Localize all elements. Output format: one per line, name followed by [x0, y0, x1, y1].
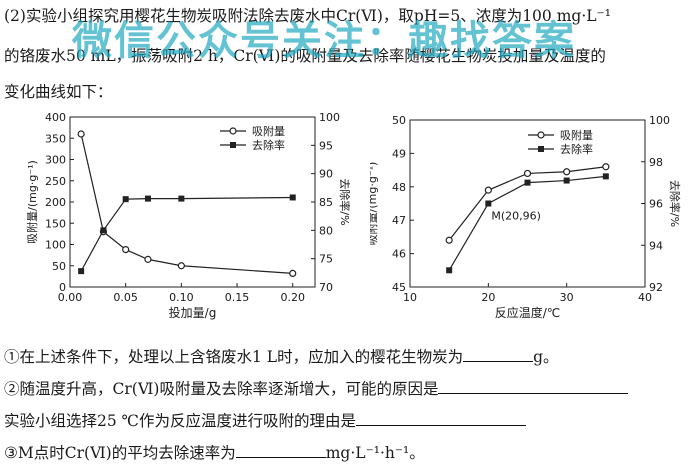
y-left-tick-label: 400: [45, 111, 66, 124]
data-point: [602, 173, 609, 180]
y-left-axis-label: 吸附量/(mg·g⁻¹): [370, 162, 379, 246]
data-point: [445, 236, 453, 244]
x-tick-label: 10: [403, 291, 417, 304]
y-left-tick-label: 45: [392, 281, 406, 294]
legend-marker: [229, 127, 237, 135]
data-point: [177, 262, 185, 270]
y-right-tick-label: 70: [319, 281, 333, 294]
data-point: [100, 227, 107, 234]
watermark: 微信公众号关注：趣找答案: [72, 18, 576, 64]
question-3-unit: mg·L⁻¹·h⁻¹。: [325, 444, 425, 462]
y-left-tick-label: 46: [392, 248, 406, 261]
y-left-tick-label: 47: [392, 214, 406, 227]
data-point: [144, 195, 151, 202]
y-right-tick-label: 94: [649, 239, 663, 252]
chart-dosage: 0.00 0.05 0.10 0.15 0.20 0 50 100 150 200 250 300 35…: [25, 111, 350, 320]
y-left-tick-label: 350: [45, 132, 66, 145]
y-left-tick-label: 100: [45, 239, 66, 252]
question-1-text: ①在上述条件下，处理以上含铬废水1 L时，应加入的樱花生物炭为: [4, 348, 464, 366]
data-point: [77, 130, 85, 138]
data-point: [122, 196, 129, 203]
y-right-tick-label: 75: [319, 253, 333, 266]
x-tick-label: 0.15: [225, 291, 250, 304]
data-point: [289, 194, 296, 201]
y-left-tick-label: 49: [392, 147, 406, 160]
legend-label: 吸附量: [560, 128, 593, 142]
y-right-tick-label: 100: [319, 111, 340, 124]
question-2-text: ②随温度升高，Cr(Ⅵ)吸附量及去除率逐渐增大，可能的原因是: [4, 380, 439, 398]
problem-line-3: 变化曲线如下：: [4, 83, 113, 101]
y-left-tick-label: 200: [45, 196, 66, 209]
y-right-tick-label: 100: [649, 114, 670, 127]
y-right-tick-label: 90: [319, 168, 333, 181]
x-tick-label: 0.00: [58, 291, 83, 304]
y-left-tick-label: 300: [45, 154, 66, 167]
answer-blank-4[interactable]: [235, 442, 326, 458]
data-point: [485, 200, 492, 207]
y-right-axis-label: 去除率/%: [668, 180, 682, 227]
x-tick-label: 40: [638, 291, 652, 304]
answer-blank-2[interactable]: [438, 378, 629, 394]
y-right-tick-label: 95: [319, 139, 333, 152]
y-right-axis-label: 去除率/%: [338, 178, 350, 225]
annotation-m: M(20,96): [491, 210, 541, 223]
y-left-axis-label: 吸附量/(mg·g⁻¹): [25, 160, 39, 244]
answer-blank-1[interactable]: [463, 346, 534, 362]
data-point: [563, 168, 571, 176]
data-point: [563, 177, 570, 184]
question-3: ③M点时Cr(Ⅵ)的平均去除速率为 mg·L⁻¹·h⁻¹。: [4, 441, 425, 463]
y-left-tick-label: 250: [45, 175, 66, 188]
data-point: [289, 269, 297, 277]
legend-label: 去除率: [252, 138, 285, 152]
x-tick-label: 20: [481, 291, 495, 304]
y-right-tick-label: 98: [649, 156, 663, 169]
data-point: [446, 267, 453, 274]
question-2b: 实验小组选择25 ℃作为反应温度进行吸附的理由是: [4, 409, 526, 431]
legend-marker: [230, 142, 236, 148]
series-line-去除率: [80, 196, 293, 272]
question-2b-text: 实验小组选择25 ℃作为反应温度进行吸附的理由是: [4, 412, 356, 430]
y-right-tick-label: 96: [649, 198, 663, 211]
data-point: [524, 179, 531, 186]
series-line-去除率: [448, 175, 606, 271]
x-axis-label: 反应温度/℃: [495, 305, 561, 320]
data-point: [602, 163, 610, 171]
y-left-tick-label: 48: [392, 181, 406, 194]
x-axis-label: 投加量/g: [169, 305, 217, 320]
y-right-tick-label: 85: [319, 196, 333, 209]
data-point: [178, 195, 185, 202]
plot-frame: [409, 119, 646, 288]
data-point: [122, 246, 130, 254]
legend-label: 吸附量: [252, 124, 285, 138]
y-left-tick-label: 0: [59, 281, 66, 294]
legend-marker: [538, 146, 544, 152]
x-tick-label: 0.20: [280, 291, 305, 304]
x-tick-label: 0.10: [169, 291, 194, 304]
data-point: [484, 186, 492, 194]
y-left-tick-label: 50: [52, 260, 66, 273]
y-left-tick-label: 150: [45, 217, 66, 230]
data-point: [78, 268, 85, 275]
answer-blank-3[interactable]: [356, 410, 526, 426]
data-point: [144, 255, 152, 263]
legend-label: 去除率: [560, 142, 593, 156]
x-tick-label: 0.05: [113, 291, 138, 304]
series-line-吸附量: [80, 133, 293, 274]
legend-marker: [537, 131, 545, 139]
data-point: [523, 169, 532, 178]
x-tick-label: 30: [560, 291, 574, 304]
question-1: ①在上述条件下，处理以上含铬废水1 L时，应加入的樱花生物炭为 g。: [4, 345, 559, 367]
question-3-text: ③M点时Cr(Ⅵ)的平均去除速率为: [4, 444, 236, 462]
y-right-tick-label: 80: [319, 224, 333, 237]
problem-line-2: 的铬废水50 mL，振荡吸附2 h，Cr(Ⅵ)的吸附量及去除率随樱花生物炭投加量…: [4, 47, 606, 65]
y-right-tick-label: 92: [649, 281, 663, 294]
question-2: ②随温度升高，Cr(Ⅵ)吸附量及去除率逐渐增大，可能的原因是: [4, 377, 629, 399]
y-left-tick-label: 50: [392, 114, 406, 127]
question-1-unit: g。: [533, 348, 559, 366]
chart-temperature: 10 20 30 40 45 46 47 48 49 50 92 94 96 98 100 反应温度/℃ 吸附量…: [370, 114, 682, 320]
problem-line-1: (2)实验小组探究用樱花生物炭吸附法除去废水中Cr(Ⅵ)，取pH=5、浓度为10…: [4, 7, 611, 25]
